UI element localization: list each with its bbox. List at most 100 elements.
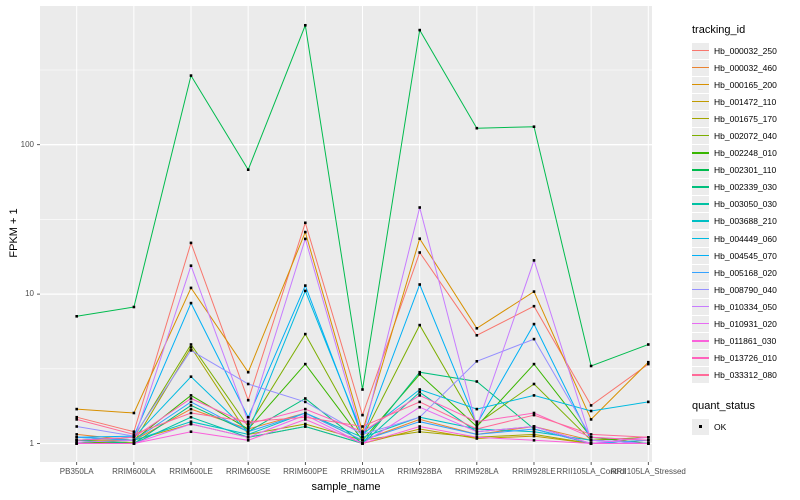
legend-tracking-id: tracking_id Hb_000032_250 Hb_000032_460 Hb…: [692, 24, 798, 384]
legend-item: Hb_013726_010: [692, 350, 798, 367]
data-point-marker: [532, 433, 536, 436]
legend-title: quant_status: [692, 400, 755, 412]
data-point-marker: [304, 407, 307, 411]
data-point-marker: [132, 430, 136, 433]
legend-key-swatch: [692, 93, 709, 110]
data-point-marker: [589, 409, 593, 413]
data-point-marker: [304, 230, 307, 234]
legend-key-swatch: [692, 179, 709, 196]
data-point-marker: [361, 413, 364, 417]
data-point-marker: [589, 436, 593, 439]
legend-label: Hb_002248_010: [714, 148, 777, 159]
data-point-marker: [475, 427, 479, 431]
legend-line-icon: [692, 152, 709, 154]
legend-key-swatch: [692, 76, 709, 93]
data-point-marker: [304, 425, 307, 428]
legend-line-icon: [692, 288, 709, 291]
legend-key-swatch: [692, 298, 709, 315]
x-tick-label: RRIM600SE: [225, 467, 271, 476]
data-point-marker: [647, 436, 650, 439]
data-point-marker: [418, 425, 421, 428]
data-point-marker: [589, 442, 593, 445]
data-point-marker: [361, 439, 364, 442]
legend-label: Hb_002339_030: [714, 182, 777, 193]
legend-line-icon: [692, 186, 709, 188]
data-point-marker: [532, 382, 536, 386]
legend-label: Hb_008790_040: [714, 284, 777, 295]
data-point-marker: [246, 415, 250, 419]
x-tick-label: RRII105LA_Stressed: [610, 467, 686, 476]
legend-label: Hb_010334_050: [714, 301, 777, 312]
x-tick-label: RRIM600LE: [169, 467, 213, 476]
legend-line-icon: [692, 100, 709, 103]
legend-item: Hb_002339_030: [692, 179, 798, 196]
x-tick-label: RRIM600PE: [283, 467, 328, 476]
legend-label: Hb_000032_250: [714, 45, 777, 56]
data-point-marker: [304, 221, 307, 225]
data-point-marker: [189, 301, 193, 305]
data-point-marker: [189, 74, 193, 77]
legend-item: OK: [692, 418, 798, 435]
legend-line-icon: [692, 117, 709, 120]
legend-key-swatch: [692, 247, 709, 264]
legend-item: Hb_004449_060: [692, 230, 798, 247]
legend-label: Hb_011861_030: [714, 336, 777, 347]
legend-key-swatch: [692, 59, 709, 76]
data-point-marker: [304, 418, 307, 421]
data-point-marker: [418, 420, 421, 423]
data-point-marker: [189, 411, 193, 415]
data-point-marker: [647, 360, 650, 364]
data-point-marker: [532, 337, 536, 341]
legend-label: Hb_000032_460: [714, 62, 777, 73]
legend-line-icon: [692, 374, 709, 376]
legend-item: Hb_008790_040: [692, 281, 798, 298]
legend-item: Hb_001675_170: [692, 110, 798, 127]
data-point-marker: [418, 427, 421, 431]
data-point-marker: [475, 436, 479, 439]
data-point-marker: [361, 430, 364, 433]
legend-item: Hb_003688_210: [692, 213, 798, 230]
data-point-marker: [75, 442, 78, 445]
legend-key-swatch: [692, 350, 709, 367]
legend-key-swatch: [692, 333, 709, 350]
legend-item: Hb_003050_030: [692, 196, 798, 213]
data-points: [75, 24, 650, 445]
data-point-marker: [189, 420, 193, 423]
legend-key-swatch: [692, 42, 709, 59]
data-point-marker: [361, 425, 364, 428]
data-point-marker: [246, 425, 250, 428]
legend-line-icon: [692, 305, 709, 308]
legend-item: Hb_002248_010: [692, 145, 798, 162]
x-axis-title: sample_name: [311, 481, 381, 493]
data-point-marker: [532, 427, 536, 431]
data-point-marker: [418, 391, 421, 394]
legend-line-icon: [692, 83, 709, 86]
data-point-marker: [532, 394, 536, 397]
y-tick-label: 1: [29, 438, 34, 448]
data-point-marker: [418, 370, 421, 374]
x-tick-label: RRIM928LE: [512, 467, 556, 476]
legend-item: Hb_002301_110: [692, 162, 798, 179]
legend-key-swatch: [692, 213, 709, 230]
legend-key-swatch: [692, 110, 709, 127]
data-point-marker: [132, 436, 136, 439]
legend-key-swatch: [692, 162, 709, 179]
data-point-marker: [361, 436, 364, 439]
legend-key-swatch: [692, 264, 709, 281]
data-point-marker: [418, 206, 421, 209]
data-point-marker: [304, 422, 307, 426]
data-point-marker: [475, 334, 479, 337]
legend-label: OK: [714, 421, 727, 432]
legend-label: Hb_002301_110: [714, 165, 777, 176]
data-point-marker: [75, 407, 78, 411]
legend-key-swatch: [692, 196, 709, 213]
legend-line-icon: [692, 135, 709, 137]
legend-item: Hb_010334_050: [692, 298, 798, 315]
data-point-marker: [189, 394, 193, 397]
legend-item: Hb_005168_020: [692, 264, 798, 281]
data-point-marker: [589, 418, 593, 421]
legend-item: Hb_010931_020: [692, 316, 798, 333]
y-tick-label: 10: [25, 289, 34, 299]
data-point-marker: [475, 422, 479, 426]
